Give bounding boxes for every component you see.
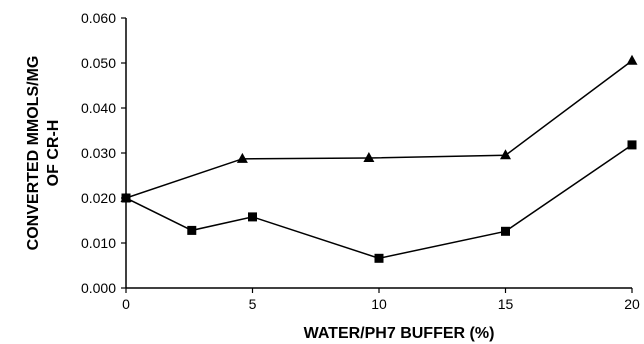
data-point-triangle — [363, 151, 375, 162]
series-line-square — [125, 144, 633, 260]
y-tick-label: 0.000 — [81, 280, 116, 296]
data-point-triangle — [236, 152, 248, 163]
x-axis-title: WATER/PH7 BUFFER (%) — [304, 325, 495, 342]
data-point-square — [374, 253, 384, 263]
x-ticks: 0 5 10 15 20 — [122, 288, 640, 312]
data-point-square — [121, 193, 131, 203]
x-tick-label: 10 — [371, 296, 387, 312]
series-line-triangle — [125, 60, 633, 199]
series-square — [121, 140, 637, 263]
y-tick-label: 0.010 — [81, 235, 116, 251]
y-axis-title-line-2: OF CR-H — [45, 120, 62, 187]
data-point-triangle — [500, 149, 511, 160]
x-tick-label: 5 — [249, 296, 257, 312]
data-point-square — [501, 226, 510, 236]
y-tick-label: 0.030 — [81, 145, 116, 161]
y-tick-label: 0.020 — [81, 190, 116, 206]
x-tick-label: 0 — [122, 296, 130, 312]
y-tick-label: 0.060 — [81, 10, 116, 26]
y-axis-title-line-1: CONVERTED MMOLS/MG — [25, 56, 42, 251]
series-triangle — [120, 54, 638, 202]
data-point-square — [627, 140, 637, 150]
plot-area: 0.000 0.010 0.020 0.030 0.040 0.050 0.060 0 5 10… — [81, 10, 640, 312]
data-point-square — [248, 212, 257, 222]
y-ticks: 0.000 0.010 0.020 0.030 0.040 0.050 0.060 — [81, 10, 126, 296]
series-layer — [120, 54, 638, 263]
data-point-square — [187, 225, 197, 235]
y-axis-title: CONVERTED MMOLS/MG OF CR-H — [25, 56, 62, 251]
y-tick-label: 0.050 — [81, 55, 116, 71]
data-point-triangle — [626, 54, 638, 65]
x-tick-label: 15 — [498, 296, 514, 312]
x-tick-label: 20 — [624, 296, 640, 312]
y-tick-label: 0.040 — [81, 100, 116, 116]
